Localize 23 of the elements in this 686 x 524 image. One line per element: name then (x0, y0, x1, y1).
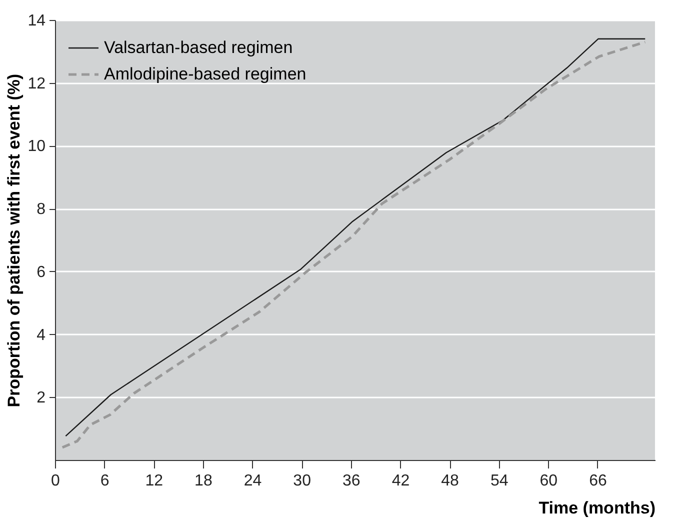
x-axis-title: Time (months) (538, 498, 656, 518)
y-tick-label: 14 (28, 12, 46, 30)
y-axis-title: Proportion of patients with first event (%) (4, 74, 24, 408)
x-tick-label: 54 (490, 472, 508, 490)
x-tick-label: 12 (145, 472, 164, 490)
y-tick-label: 10 (28, 138, 46, 156)
x-tick-label: 30 (293, 472, 312, 490)
y-tick-label: 12 (28, 75, 46, 92)
x-tick-label: 42 (392, 472, 410, 490)
y-tick-label: 8 (36, 201, 46, 218)
x-tick-label: 60 (540, 472, 558, 490)
y-tick-label: 6 (36, 264, 46, 281)
legend-label: Amlodipine-based regimen (104, 64, 306, 84)
x-tick-label: 6 (100, 472, 110, 490)
legend-label: Valsartan-based regimen (104, 38, 293, 57)
x-tick-label: 18 (194, 472, 212, 490)
x-tick-label: 24 (244, 472, 262, 490)
x-tick-label: 66 (589, 472, 607, 490)
x-tick-label: 48 (441, 472, 460, 490)
x-tick-label: 36 (342, 472, 360, 490)
x-tick-label: 0 (51, 472, 60, 490)
y-tick-label: 4 (36, 326, 46, 344)
y-tick-label: 2 (36, 390, 46, 407)
